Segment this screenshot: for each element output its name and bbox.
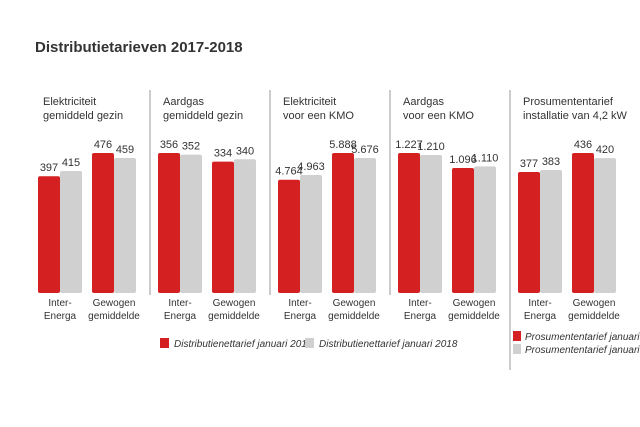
data-label: 4.764 — [275, 166, 303, 178]
panel-title: voor een KMO — [283, 110, 354, 122]
category-label: gemiddelde — [568, 311, 620, 322]
bar — [398, 153, 420, 293]
bar — [452, 167, 474, 293]
category-label: Energa — [524, 311, 557, 322]
data-label: 377 — [520, 158, 538, 170]
category-label: gemiddelde — [328, 311, 380, 322]
panel-title: Elektriciteit — [283, 96, 336, 108]
data-label: 5.676 — [351, 144, 379, 156]
category-label: Inter- — [48, 298, 71, 309]
data-label: 1.210 — [417, 141, 445, 153]
bar — [60, 170, 82, 293]
data-label: 420 — [596, 144, 614, 156]
panel-title: Aardgas — [403, 96, 444, 108]
category-label: gemiddelde — [448, 311, 500, 322]
data-label: 1.227 — [395, 139, 423, 151]
bar — [180, 154, 202, 293]
bar — [300, 174, 322, 293]
category-label: gemiddelde — [88, 311, 140, 322]
category-label: Inter- — [168, 298, 191, 309]
category-label: Gewogen — [453, 298, 496, 309]
bar — [420, 154, 442, 293]
panel-title: installatie van 4,2 kW — [523, 110, 628, 122]
category-label: gemiddelde — [208, 311, 260, 322]
chart-title: Distributietarieven 2017-2018 — [35, 39, 243, 56]
bar — [234, 159, 256, 293]
legend-label: Distributienettarief januari 2018 — [319, 339, 458, 350]
data-label: 356 — [160, 139, 178, 151]
category-label: Energa — [44, 311, 77, 322]
bar — [114, 158, 136, 293]
data-label: 1.110 — [472, 152, 499, 164]
category-label: Gewogen — [573, 298, 616, 309]
data-label: 415 — [62, 157, 80, 169]
panel-title: gemiddeld gezin — [43, 110, 123, 122]
bar — [212, 161, 234, 293]
legend-swatch — [305, 338, 314, 348]
legend-label: Prosumententarief januari 2017 — [525, 332, 640, 343]
panel-title: voor een KMO — [403, 110, 474, 122]
bar — [278, 179, 300, 293]
category-label: Energa — [164, 311, 197, 322]
category-label: Energa — [284, 311, 317, 322]
panel-title: Elektriciteit — [43, 96, 96, 108]
category-label: Gewogen — [333, 298, 376, 309]
bar — [572, 153, 594, 293]
category-label: Inter- — [528, 298, 551, 309]
legend-label: Distributienettarief januari 2017 — [174, 339, 313, 350]
bar — [594, 158, 616, 293]
data-label: 397 — [40, 162, 58, 174]
bar — [332, 153, 354, 293]
bar — [158, 153, 180, 293]
bar — [540, 170, 562, 293]
data-label: 383 — [542, 156, 560, 168]
bar — [354, 158, 376, 293]
data-label: 352 — [182, 141, 200, 153]
category-label: Inter- — [408, 298, 431, 309]
data-label: 4.963 — [297, 161, 325, 173]
legend-swatch — [160, 338, 169, 348]
data-label: 476 — [94, 139, 112, 151]
bar — [38, 176, 60, 293]
panel-title: Prosumententarief — [523, 96, 614, 108]
legend-swatch — [513, 344, 521, 354]
panel-title: gemiddeld gezin — [163, 110, 243, 122]
bar — [518, 171, 540, 293]
category-label: Inter- — [288, 298, 311, 309]
data-label: 459 — [116, 144, 134, 156]
legend-label: Prosumententarief januari 2018 — [525, 345, 640, 356]
bar — [92, 153, 114, 293]
data-label: 5.888 — [329, 139, 357, 151]
data-label: 436 — [574, 139, 592, 151]
data-label: 334 — [214, 148, 232, 160]
category-label: Gewogen — [93, 298, 136, 309]
bar — [474, 166, 496, 293]
data-label: 340 — [236, 145, 254, 157]
category-label: Gewogen — [213, 298, 256, 309]
panel-title: Aardgas — [163, 96, 204, 108]
category-label: Energa — [404, 311, 437, 322]
data-label: 1.096 — [449, 154, 477, 166]
legend-swatch — [513, 331, 521, 341]
